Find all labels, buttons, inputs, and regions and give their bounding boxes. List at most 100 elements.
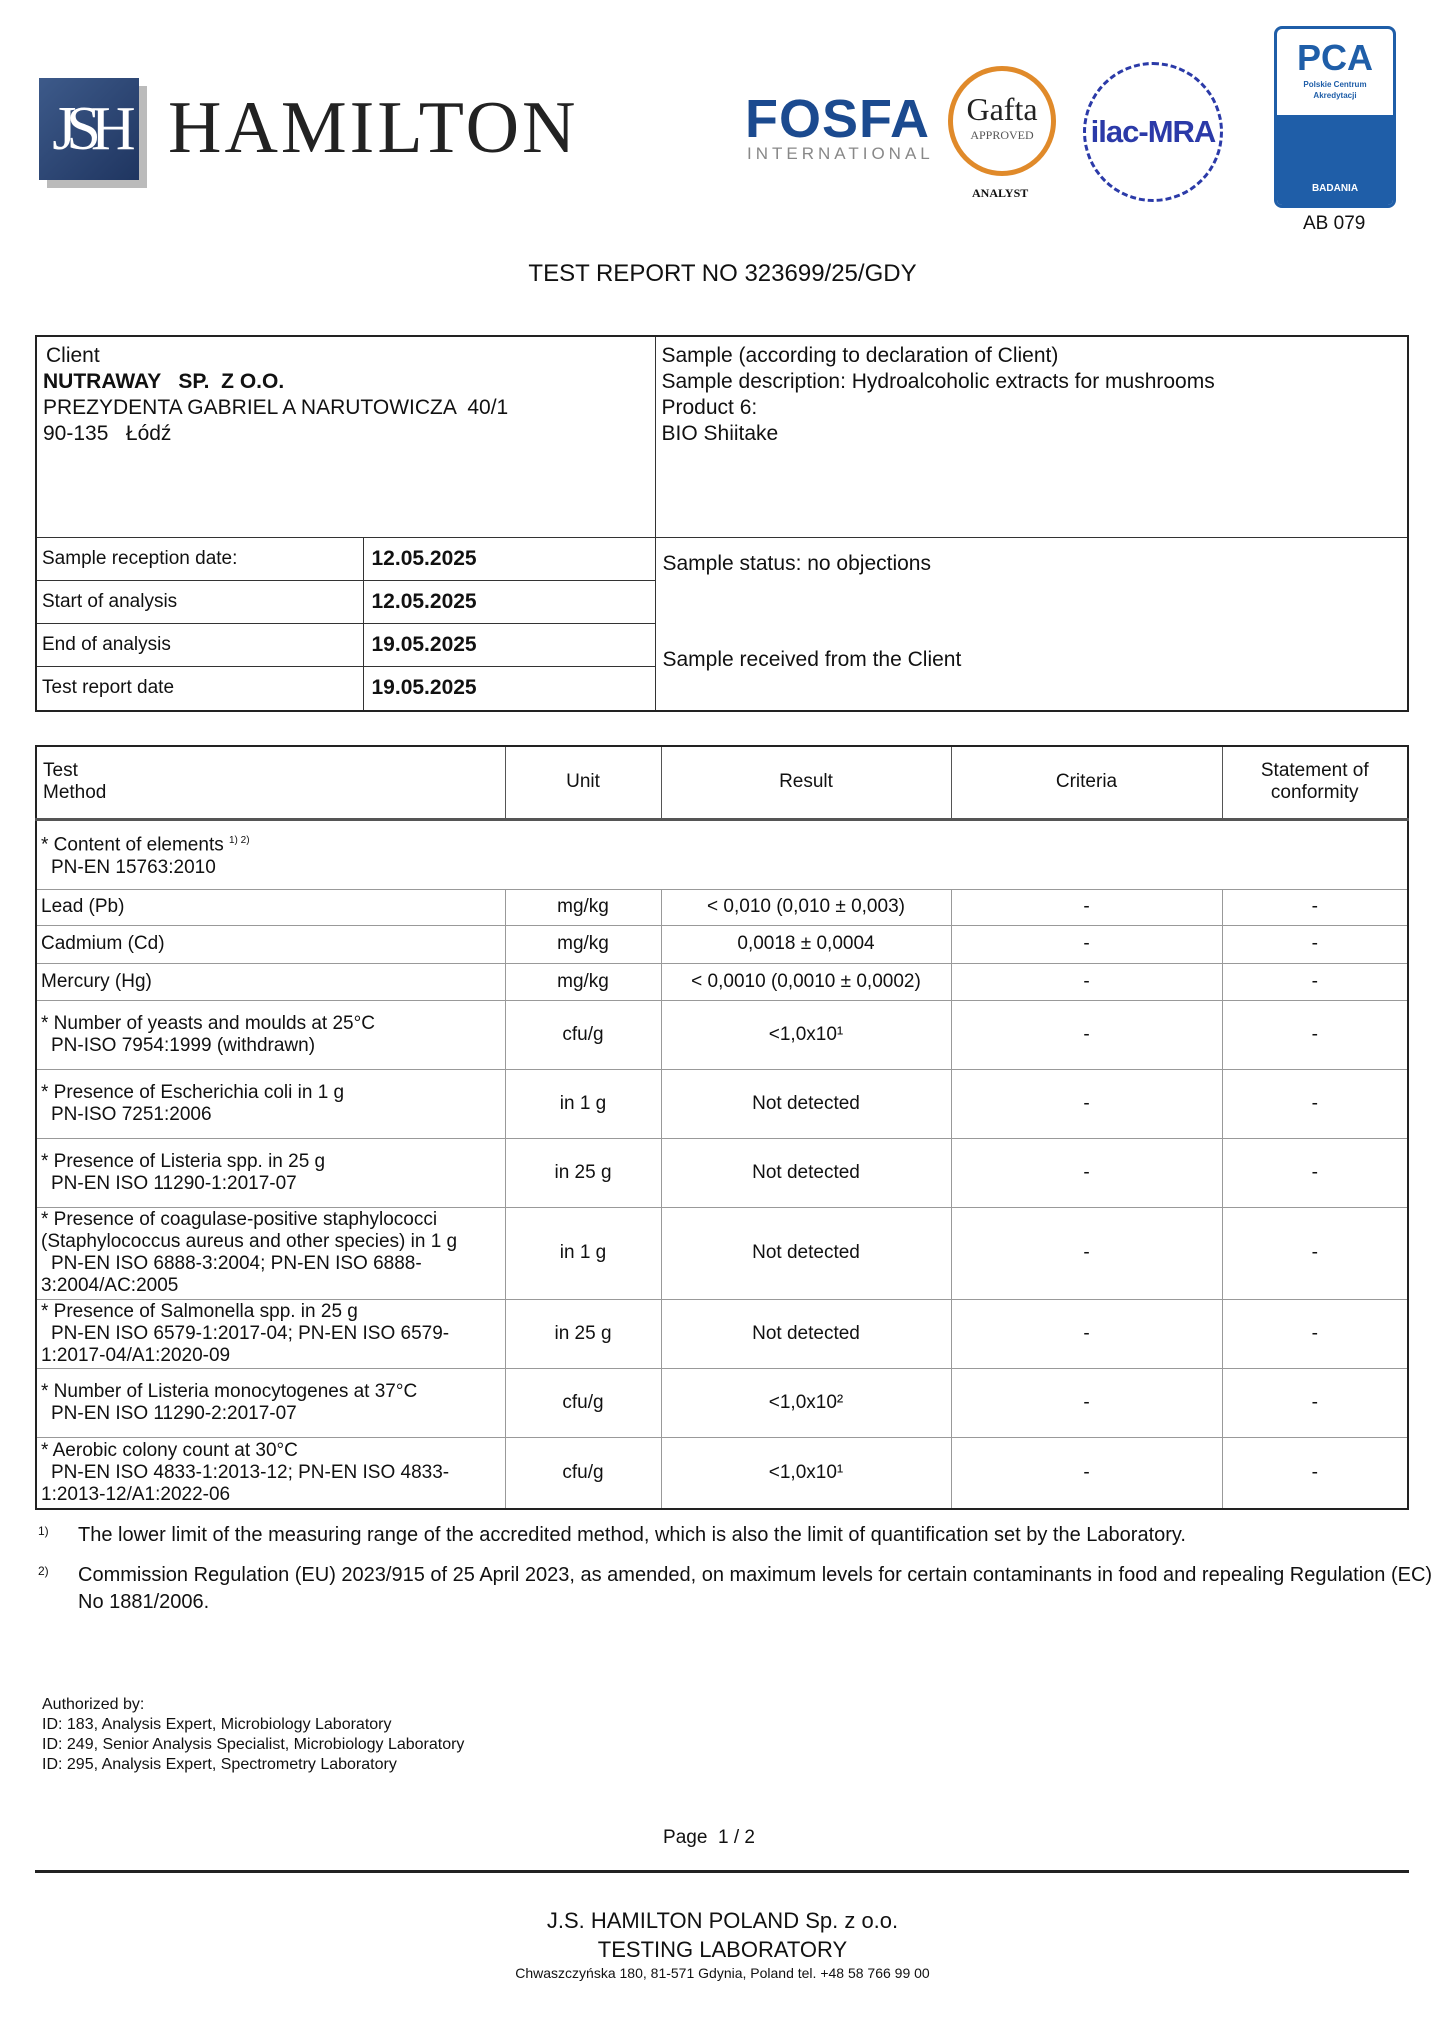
gafta-analyst: ANALYST [972, 186, 1029, 200]
footnote-mark: 2) [38, 1564, 49, 1578]
test-method-cell: * Presence of Escherichia coli in 1 g PN-… [35, 1068, 506, 1139]
group-name: * Content of elements [41, 834, 224, 856]
table-row: * Aerobic colony count at 30°C PN-EN ISO … [35, 1436, 1409, 1510]
test-method: PN-EN ISO 11290-1:2017-07 [51, 1172, 297, 1194]
header-conformity-2: conformity [1270, 782, 1359, 804]
table-row: Cadmium (Cd) mg/kg 0,0018 ± 0,0004- - [35, 924, 1409, 964]
criteria-cell: - [950, 1137, 1223, 1208]
test-method: PN-EN ISO 6888-3:2004; PN-EN ISO 6888-3:… [41, 1253, 422, 1296]
footer-address: Chwaszczyńska 180, 81-571 Gdynia, Poland… [515, 1965, 930, 1981]
pca-badania: BADANIA [1277, 115, 1393, 205]
ilac-text: ilac-MRA [1090, 114, 1217, 149]
date-value: 12.05.2025 [362, 579, 656, 624]
authorized-person: ID: 249, Senior Analysis Specialist, Mic… [42, 1736, 465, 1753]
sample-received: Sample received from the Client [662, 647, 962, 671]
gafta-logo: Gafta APPROVED [948, 66, 1056, 176]
criteria-cell: - [950, 1068, 1223, 1139]
conformity-cell: - [1221, 924, 1409, 964]
test-method: PN-EN ISO 6579-1:2017-04; PN-EN ISO 6579… [41, 1322, 450, 1366]
table-row: * Presence of Escherichia coli in 1 g PN-… [35, 1068, 1409, 1139]
date-label: Sample reception date: [35, 536, 364, 581]
sample-label: Sample (according to declaration of Clie… [661, 344, 1059, 367]
sample-status-cell: Sample status: no objections Sample rece… [654, 536, 1409, 712]
hamilton-logo-text: HAMILTON [168, 87, 579, 169]
footer-lab: TESTING LABORATORY [597, 1937, 848, 1962]
sample-name: BIO Shiitake [661, 422, 779, 445]
results-table: Test Method Unit Result Criteria Statemen… [35, 745, 1409, 1510]
test-method-cell: Cadmium (Cd) [35, 924, 506, 964]
unit-cell: cfu/g [504, 1367, 662, 1438]
test-method-cell: Mercury (Hg) [35, 962, 506, 1001]
conformity-cell: - [1221, 1206, 1409, 1300]
footnote-text: Commission Regulation (EU) 2023/915 of 2… [78, 1564, 1433, 1613]
criteria-cell: - [950, 1436, 1223, 1510]
unit-cell: mg/kg [504, 888, 662, 926]
table-row: * Presence of Salmonella spp. in 25 g PN-… [35, 1298, 1409, 1369]
result-cell: < 0,0010 (0,0010 ± 0,0002) [660, 962, 952, 1001]
table-row: * Number of yeasts and moulds at 25°C PN-… [35, 999, 1409, 1070]
header-criteria: Criteria [950, 745, 1223, 821]
test-name: * Number of yeasts and moulds at 25°C [41, 1012, 375, 1034]
header-unit: Unit [504, 745, 662, 821]
gafta-text: Gafta [966, 91, 1038, 127]
table-row: * Number of Listeria monocytogenes at 37… [35, 1367, 1409, 1438]
criteria-cell: - [950, 1367, 1223, 1438]
criteria-cell: - [950, 962, 1223, 1001]
test-name: * Presence of Listeria spp. in 25 g [41, 1150, 326, 1172]
criteria-cell: - [950, 888, 1223, 926]
footnote-text: The lower limit of the measuring range o… [78, 1524, 1186, 1546]
sample-product: Product 6: [661, 396, 758, 419]
unit-cell: in 25 g [504, 1137, 662, 1208]
pca-logo: PCA Polskie Centrum Akredytacji BADANIA [1274, 26, 1396, 208]
header-conformity-1: Statement of [1260, 760, 1369, 782]
hamilton-logo-monogram: JSH [39, 78, 139, 180]
test-name: * Aerobic colony count at 30°C [41, 1439, 298, 1461]
result-cell: <1,0x10² [660, 1367, 952, 1438]
result-cell: <1,0x10¹ [660, 1436, 952, 1510]
fosfa-logo-sub: INTERNATIONAL [747, 144, 934, 163]
authorized-block: Authorized by: ID: 183, Analysis Expert,… [42, 1695, 464, 1775]
pca-sub2: Akredytacji [1313, 91, 1357, 100]
date-value: 12.05.2025 [362, 536, 656, 581]
gafta-approved: APPROVED [970, 128, 1034, 142]
result-cell: Not detected [660, 1298, 952, 1369]
date-value: 19.05.2025 [362, 622, 656, 667]
test-method-cell: Lead (Pb) [35, 888, 506, 926]
test-name: Mercury (Hg) [41, 970, 152, 992]
test-name: * Presence of Salmonella spp. in 25 g [41, 1300, 358, 1322]
table-row: Mercury (Hg) mg/kg < 0,0010 (0,0010 ± 0,00… [35, 962, 1409, 1001]
conformity-cell: - [1221, 1436, 1409, 1510]
result-cell: 0,0018 ± 0,0004 [660, 924, 952, 964]
group-footnote-ref: 1) 2) [229, 835, 250, 847]
footnote-1: 1) The lower limit of the measuring range… [38, 1522, 1445, 1549]
result-cell: Not detected [660, 1206, 952, 1300]
test-name: * Presence of Escherichia coli in 1 g [41, 1081, 345, 1103]
test-method-cell: * Presence of Listeria spp. in 25 g PN-EN… [35, 1137, 506, 1208]
conformity-cell: - [1221, 962, 1409, 1001]
unit-cell: in 1 g [504, 1206, 662, 1300]
unit-cell: in 25 g [504, 1298, 662, 1369]
unit-cell: mg/kg [504, 962, 662, 1001]
header-method: Method [43, 782, 107, 804]
conformity-cell: - [1221, 1298, 1409, 1369]
test-name: Cadmium (Cd) [41, 933, 165, 954]
test-method-cell: * Aerobic colony count at 30°C PN-EN ISO … [35, 1436, 506, 1510]
accreditation-number: AB 079 [1303, 213, 1366, 234]
conformity-cell: - [1221, 1068, 1409, 1139]
test-method-cell: * Presence of coagulase-positive staphyl… [35, 1206, 506, 1300]
result-cell: <1,0x10¹ [660, 999, 952, 1070]
authorized-person: ID: 295, Analysis Expert, Spectrometry L… [42, 1756, 397, 1773]
footnote-2: 2) Commission Regulation (EU) 2023/915 of… [38, 1562, 1445, 1616]
fosfa-logo: FOSFA [745, 89, 931, 149]
ilac-mra-logo: ilac-MRA [1083, 62, 1223, 202]
client-city: 90-135 Łódź [43, 422, 172, 445]
test-method: PN-EN ISO 4833-1:2013-12; PN-EN ISO 4833… [41, 1461, 450, 1505]
unit-cell: cfu/g [504, 999, 662, 1070]
header-conformity: Statement of conformity [1221, 745, 1409, 821]
table-row: * Presence of coagulase-positive staphyl… [35, 1206, 1409, 1300]
unit-cell: in 1 g [504, 1068, 662, 1139]
header-test: Test [43, 760, 78, 782]
result-cell: Not detected [660, 1068, 952, 1139]
date-value: 19.05.2025 [362, 665, 656, 712]
date-label: End of analysis [35, 622, 364, 667]
